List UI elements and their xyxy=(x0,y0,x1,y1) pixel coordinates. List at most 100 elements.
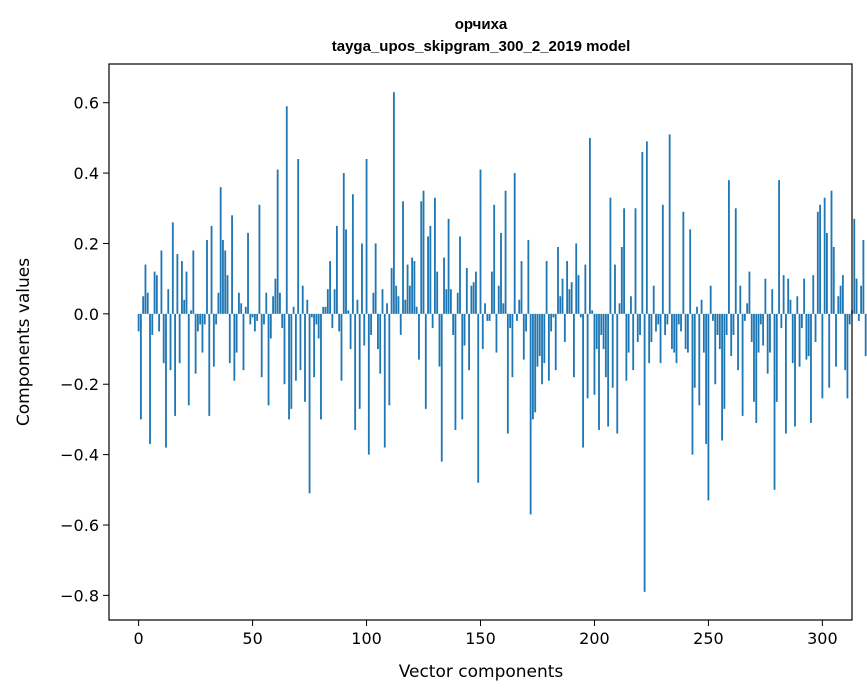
bar-132 xyxy=(438,313,441,367)
bar-53 xyxy=(258,204,261,314)
bar-268 xyxy=(748,271,751,314)
bar-228 xyxy=(657,313,660,325)
bar-288 xyxy=(794,313,796,427)
bar-101 xyxy=(367,313,370,455)
bar-63 xyxy=(281,313,284,328)
bar-309 xyxy=(841,275,844,314)
bar-305 xyxy=(832,246,835,314)
bar-128 xyxy=(429,225,432,314)
bar-171 xyxy=(527,239,530,314)
bar-179 xyxy=(545,261,548,314)
bar-215 xyxy=(627,313,630,353)
bar-68 xyxy=(292,306,295,314)
bar-130 xyxy=(434,197,436,314)
bar-41 xyxy=(231,215,233,314)
bar-181 xyxy=(550,313,553,332)
bar-0 xyxy=(137,313,140,332)
bar-88 xyxy=(338,313,341,332)
bar-249 xyxy=(705,313,708,445)
bar-123 xyxy=(418,313,420,360)
bar-57 xyxy=(267,313,270,406)
chart-title: орчиха xyxy=(455,16,508,33)
bar-148 xyxy=(475,271,477,314)
bar-102 xyxy=(370,313,373,335)
bar-46 xyxy=(242,313,245,371)
y-tick-label: 0.2 xyxy=(74,234,99,253)
bar-283 xyxy=(782,275,785,314)
bar-248 xyxy=(702,313,705,353)
bar-275 xyxy=(764,278,767,314)
bar-196 xyxy=(584,264,587,314)
y-tick-label: 0.6 xyxy=(74,94,99,113)
bar-202 xyxy=(598,313,600,430)
bar-265 xyxy=(741,313,744,416)
bar-307 xyxy=(837,296,840,314)
bar-7 xyxy=(153,271,156,314)
chart-subtitle: tayga_upos_skipgram_300_2_2019 model xyxy=(332,38,631,55)
bar-48 xyxy=(247,232,249,314)
y-tick-label: −0.6 xyxy=(60,516,99,535)
bar-156 xyxy=(493,204,496,314)
bar-14 xyxy=(169,313,172,371)
bar-37 xyxy=(222,239,224,314)
bar-269 xyxy=(750,313,753,342)
bar-315 xyxy=(855,278,858,314)
bar-214 xyxy=(625,313,628,381)
bar-106 xyxy=(379,313,382,374)
bar-64 xyxy=(283,313,286,385)
bar-297 xyxy=(814,313,817,342)
bar-23 xyxy=(190,310,192,314)
bar-104 xyxy=(374,243,377,314)
bar-256 xyxy=(721,313,723,441)
bar-172 xyxy=(529,313,532,515)
bar-90 xyxy=(342,173,345,314)
bar-301 xyxy=(823,197,826,314)
bars-group xyxy=(137,92,867,592)
bar-140 xyxy=(456,292,459,314)
bar-138 xyxy=(452,313,455,335)
bar-157 xyxy=(495,313,498,353)
bar-286 xyxy=(789,299,792,314)
bar-205 xyxy=(604,313,607,378)
bar-194 xyxy=(579,313,582,318)
bar-125 xyxy=(422,190,425,314)
bar-1 xyxy=(140,313,142,420)
bar-245 xyxy=(696,306,698,314)
bar-129 xyxy=(431,313,434,328)
bar-13 xyxy=(167,289,170,314)
bar-208 xyxy=(611,313,614,388)
bar-24 xyxy=(192,250,195,314)
y-axis-label: Components values xyxy=(14,258,34,426)
bar-108 xyxy=(383,313,386,448)
bar-223 xyxy=(645,141,648,314)
bar-284 xyxy=(784,313,787,434)
bar-317 xyxy=(860,285,863,314)
bar-210 xyxy=(616,313,619,434)
bar-20 xyxy=(183,299,186,314)
bar-62 xyxy=(279,292,281,314)
bar-133 xyxy=(440,313,443,462)
bar-26 xyxy=(196,313,199,332)
bar-310 xyxy=(844,313,847,371)
bar-150 xyxy=(479,169,482,314)
bar-235 xyxy=(673,313,676,353)
bar-135 xyxy=(445,289,448,314)
bar-118 xyxy=(406,264,409,314)
bar-167 xyxy=(518,299,521,314)
bar-5 xyxy=(149,313,151,445)
bar-42 xyxy=(233,313,236,381)
bar-161 xyxy=(504,190,507,314)
bar-112 xyxy=(392,92,395,314)
bar-263 xyxy=(737,313,739,371)
bar-276 xyxy=(766,313,769,374)
bar-73 xyxy=(304,313,306,402)
bar-34 xyxy=(215,313,218,325)
bar-110 xyxy=(388,313,391,406)
bar-236 xyxy=(675,313,678,364)
bar-251 xyxy=(709,285,712,314)
bar-44 xyxy=(238,292,240,314)
bar-173 xyxy=(532,313,534,420)
bar-142 xyxy=(461,313,464,420)
bar-306 xyxy=(835,313,837,367)
bar-120 xyxy=(411,257,414,314)
